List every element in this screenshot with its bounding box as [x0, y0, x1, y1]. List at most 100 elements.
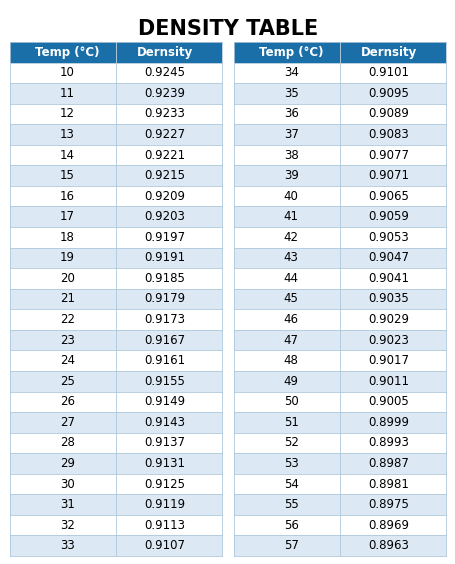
- Text: 46: 46: [283, 313, 298, 326]
- Text: 0.9239: 0.9239: [144, 87, 185, 100]
- Bar: [233, 535, 445, 556]
- Text: 34: 34: [283, 67, 298, 80]
- Text: 33: 33: [60, 539, 75, 552]
- Bar: [10, 515, 222, 535]
- Text: 0.9059: 0.9059: [368, 210, 408, 223]
- Bar: [10, 42, 222, 63]
- Bar: [233, 309, 445, 330]
- Text: 43: 43: [283, 252, 298, 265]
- Bar: [233, 227, 445, 248]
- Text: 0.9185: 0.9185: [144, 272, 185, 285]
- Text: 57: 57: [283, 539, 298, 552]
- Text: 40: 40: [283, 190, 298, 202]
- Bar: [233, 165, 445, 186]
- Bar: [10, 165, 222, 186]
- Text: 0.9101: 0.9101: [368, 67, 408, 80]
- Text: 26: 26: [60, 395, 75, 408]
- Text: 0.9143: 0.9143: [144, 416, 185, 429]
- Bar: [233, 474, 445, 494]
- Text: 51: 51: [283, 416, 298, 429]
- Bar: [10, 535, 222, 556]
- Bar: [10, 474, 222, 494]
- Text: 0.9053: 0.9053: [368, 231, 408, 244]
- Text: 50: 50: [283, 395, 298, 408]
- Bar: [10, 453, 222, 474]
- Text: 21: 21: [60, 293, 75, 306]
- Text: 15: 15: [60, 169, 75, 182]
- Text: 0.9113: 0.9113: [144, 519, 185, 532]
- Text: 30: 30: [60, 478, 75, 491]
- Text: DENSITY TABLE: DENSITY TABLE: [137, 19, 318, 39]
- Text: 0.9245: 0.9245: [144, 67, 185, 80]
- Text: 13: 13: [60, 128, 75, 141]
- Text: 18: 18: [60, 231, 75, 244]
- Text: 0.9149: 0.9149: [144, 395, 185, 408]
- Text: 0.9179: 0.9179: [144, 293, 185, 306]
- Bar: [233, 433, 445, 453]
- Text: 0.9233: 0.9233: [144, 108, 185, 121]
- Text: 0.9029: 0.9029: [368, 313, 408, 326]
- Bar: [10, 371, 222, 391]
- Text: 0.8963: 0.8963: [368, 539, 408, 552]
- Bar: [233, 391, 445, 412]
- Text: 0.8969: 0.8969: [368, 519, 408, 532]
- Text: 38: 38: [283, 148, 298, 161]
- Bar: [10, 309, 222, 330]
- Text: 55: 55: [283, 498, 298, 511]
- Text: 0.9221: 0.9221: [144, 148, 185, 161]
- Bar: [10, 248, 222, 268]
- Text: 0.9119: 0.9119: [144, 498, 185, 511]
- Text: 23: 23: [60, 334, 75, 347]
- Text: 22: 22: [60, 313, 75, 326]
- Text: 0.9197: 0.9197: [144, 231, 185, 244]
- Text: 0.9017: 0.9017: [368, 354, 408, 367]
- Text: 53: 53: [283, 457, 298, 470]
- Text: Dernsity: Dernsity: [360, 46, 416, 59]
- Text: 48: 48: [283, 354, 298, 367]
- Text: 0.9083: 0.9083: [368, 128, 408, 141]
- Text: 49: 49: [283, 374, 298, 387]
- Text: 0.9215: 0.9215: [144, 169, 185, 182]
- Text: 41: 41: [283, 210, 298, 223]
- Bar: [10, 83, 222, 104]
- Text: 0.9173: 0.9173: [144, 313, 185, 326]
- Bar: [10, 412, 222, 433]
- Text: 29: 29: [60, 457, 75, 470]
- Text: 0.9131: 0.9131: [144, 457, 185, 470]
- Bar: [233, 145, 445, 165]
- Text: 14: 14: [60, 148, 75, 161]
- Text: 0.9161: 0.9161: [144, 354, 185, 367]
- Text: 0.9041: 0.9041: [368, 272, 408, 285]
- Text: 52: 52: [283, 437, 298, 450]
- Text: 0.8987: 0.8987: [368, 457, 408, 470]
- Text: 0.9095: 0.9095: [368, 87, 408, 100]
- Bar: [233, 330, 445, 350]
- Text: 0.9047: 0.9047: [368, 252, 408, 265]
- Text: 32: 32: [60, 519, 75, 532]
- Bar: [233, 350, 445, 371]
- Bar: [10, 268, 222, 289]
- Bar: [233, 104, 445, 124]
- Text: 0.9035: 0.9035: [368, 293, 408, 306]
- Text: 0.8999: 0.8999: [368, 416, 408, 429]
- Text: 0.9065: 0.9065: [368, 190, 408, 202]
- Text: 19: 19: [60, 252, 75, 265]
- Text: 54: 54: [283, 478, 298, 491]
- Text: 0.9209: 0.9209: [144, 190, 185, 202]
- Text: 27: 27: [60, 416, 75, 429]
- Text: 28: 28: [60, 437, 75, 450]
- Bar: [10, 145, 222, 165]
- Text: 11: 11: [60, 87, 75, 100]
- Text: 20: 20: [60, 272, 75, 285]
- Text: 47: 47: [283, 334, 298, 347]
- Text: 31: 31: [60, 498, 75, 511]
- Bar: [10, 206, 222, 227]
- Text: 0.8981: 0.8981: [368, 478, 408, 491]
- Text: 10: 10: [60, 67, 75, 80]
- Text: 44: 44: [283, 272, 298, 285]
- Bar: [10, 63, 222, 83]
- Text: 16: 16: [60, 190, 75, 202]
- Bar: [10, 350, 222, 371]
- Text: 0.9089: 0.9089: [368, 108, 408, 121]
- Bar: [233, 494, 445, 515]
